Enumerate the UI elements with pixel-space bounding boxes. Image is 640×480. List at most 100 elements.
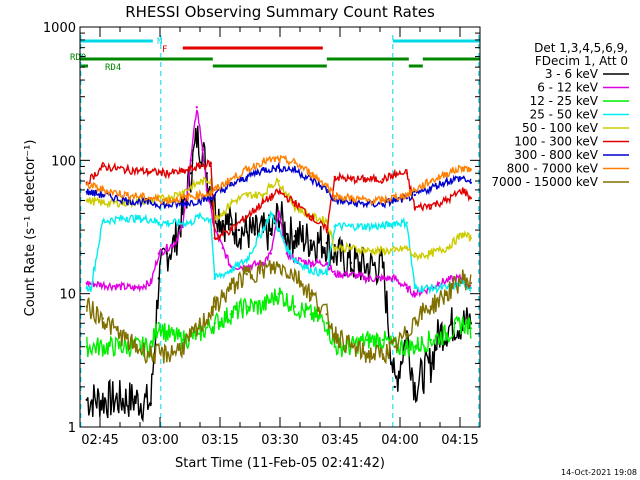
data-point xyxy=(349,197,352,200)
data-point xyxy=(195,106,198,109)
data-point xyxy=(197,327,200,330)
data-point xyxy=(293,161,296,164)
data-point xyxy=(365,338,368,342)
data-point xyxy=(277,158,280,161)
data-point xyxy=(429,362,432,365)
data-point xyxy=(213,237,216,240)
data-point xyxy=(461,176,464,179)
data-point xyxy=(229,269,232,272)
data-point xyxy=(245,230,248,234)
data-point xyxy=(253,232,256,236)
data-point xyxy=(149,402,152,405)
data-point xyxy=(325,219,328,223)
x-tick-label: 03:30 xyxy=(261,433,298,448)
data-point xyxy=(309,215,312,218)
data-point xyxy=(461,322,464,325)
data-point xyxy=(393,199,396,202)
flag-label: RD4 xyxy=(105,63,121,73)
data-point xyxy=(269,232,272,236)
data-point xyxy=(101,188,105,192)
data-point xyxy=(149,218,152,221)
data-point xyxy=(165,246,168,250)
data-point xyxy=(101,317,105,320)
data-point xyxy=(365,225,368,228)
data-point xyxy=(393,249,396,252)
data-point xyxy=(213,188,216,192)
data-point xyxy=(157,252,160,255)
series-800-7000-kev xyxy=(85,154,472,206)
series-7000-15000-kev xyxy=(85,259,472,365)
data-point xyxy=(117,332,121,335)
data-point xyxy=(309,261,312,265)
data-point xyxy=(101,193,105,197)
data-point xyxy=(181,338,184,342)
series-layer xyxy=(85,106,472,423)
data-point xyxy=(229,223,232,226)
data-point xyxy=(181,345,184,348)
data-point xyxy=(229,178,232,181)
data-point xyxy=(205,188,208,192)
data-point xyxy=(85,345,89,348)
data-point xyxy=(293,273,296,276)
data-point xyxy=(229,313,232,316)
data-point xyxy=(437,281,440,285)
data-point xyxy=(469,197,472,200)
data-point xyxy=(429,204,432,207)
data-point xyxy=(221,212,224,215)
data-point xyxy=(229,265,232,268)
data-point xyxy=(309,313,312,316)
data-point xyxy=(461,232,464,236)
data-point xyxy=(197,332,200,335)
data-point xyxy=(85,305,89,308)
data-point xyxy=(333,345,336,348)
data-point xyxy=(149,170,152,173)
flag-label: N xyxy=(157,37,162,47)
data-point xyxy=(209,197,212,200)
y-axis-label: Count Rate (s⁻¹ detector⁻¹) xyxy=(23,140,38,317)
data-point xyxy=(429,186,432,190)
data-point xyxy=(325,273,328,276)
data-point xyxy=(221,219,224,223)
data-point xyxy=(445,179,448,183)
data-point xyxy=(85,183,89,186)
data-point xyxy=(413,206,416,210)
flag-bars: NF RD0 RD4 xyxy=(70,37,480,73)
x-tick-label: 04:15 xyxy=(441,433,478,448)
data-point xyxy=(197,199,200,202)
data-point xyxy=(85,398,89,401)
legend-label: 7000 - 15000 keV xyxy=(491,175,598,189)
data-point xyxy=(461,188,464,192)
data-point xyxy=(381,338,384,342)
data-point xyxy=(365,202,368,206)
data-point xyxy=(189,221,192,224)
data-point xyxy=(381,353,384,356)
data-point xyxy=(413,255,416,258)
data-point xyxy=(197,193,200,197)
data-point xyxy=(365,265,368,268)
data-point xyxy=(405,345,408,348)
legend-header: Det 1,3,4,5,6,9, xyxy=(534,41,628,55)
data-point xyxy=(85,281,89,285)
data-point xyxy=(413,286,416,290)
data-point xyxy=(413,385,416,389)
data-point xyxy=(293,258,296,261)
chart-title: RHESSI Observing Summary Count Rates xyxy=(125,3,435,21)
data-point xyxy=(445,332,448,335)
data-point xyxy=(165,353,168,356)
data-point xyxy=(149,353,152,356)
data-point xyxy=(261,168,264,171)
data-point xyxy=(349,178,352,181)
data-point xyxy=(221,246,224,250)
data-point xyxy=(89,286,93,290)
series-line xyxy=(86,109,472,299)
data-point xyxy=(85,286,89,290)
data-point xyxy=(277,166,280,169)
data-point xyxy=(325,241,328,245)
legend-label: 3 - 6 keV xyxy=(545,67,599,81)
y-axis: 1 10 100 1000 xyxy=(43,21,480,436)
data-point xyxy=(285,252,288,255)
data-point xyxy=(149,201,152,204)
data-point xyxy=(333,246,336,250)
date-stamp: 14-Oct-2021 19:08 xyxy=(561,468,637,477)
legend-label: 100 - 300 keV xyxy=(514,135,598,149)
